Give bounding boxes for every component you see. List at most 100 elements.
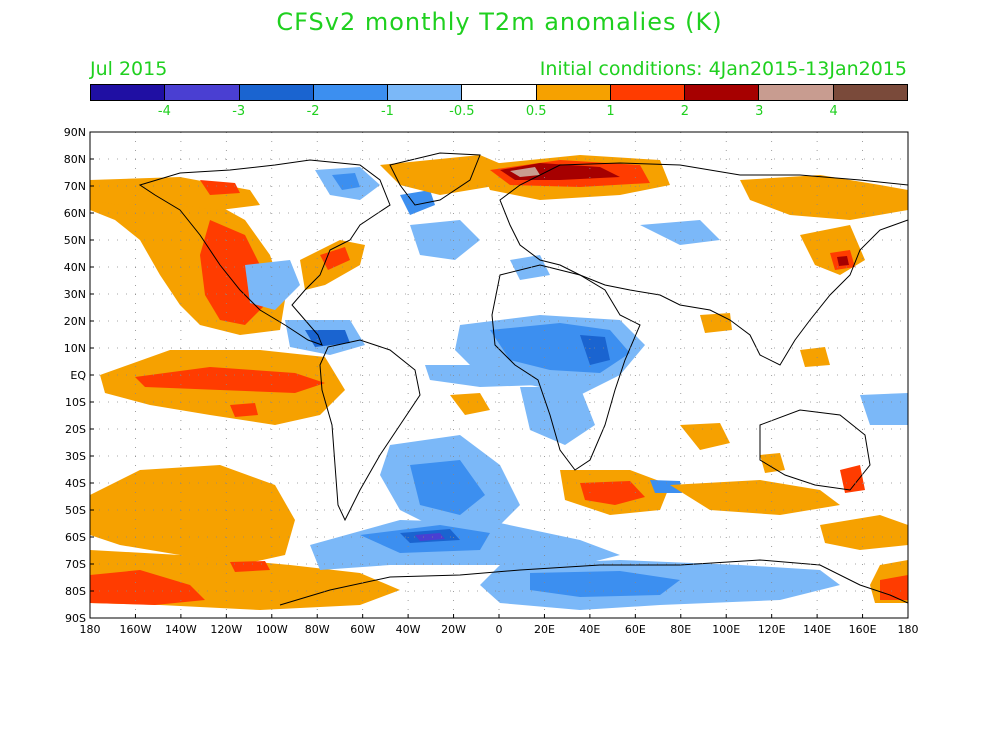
colorbar-swatch xyxy=(536,85,611,100)
cold-anomaly-region xyxy=(410,460,485,515)
forecast-month: Jul 2015 xyxy=(90,58,168,80)
longitude-tick-label: 40E xyxy=(579,623,600,636)
warm-anomaly-region xyxy=(90,465,295,565)
longitude-tick-label: 180 xyxy=(898,623,919,636)
greenland-coast xyxy=(389,152,481,206)
hot-anomaly-region xyxy=(135,367,325,393)
longitude-tick-label: 140W xyxy=(165,623,197,636)
anomaly-map: 90N 80N 70N 60N 50N 40N 30N 20N 10N EQ 10S 20S 30S 40… xyxy=(64,126,919,636)
latitude-tick-label: 40N xyxy=(64,261,86,274)
latitude-tick-label: 20S xyxy=(65,423,86,436)
longitude-tick-label: 0 xyxy=(496,623,503,636)
hot-anomaly-region xyxy=(90,570,205,605)
colorbar-swatch xyxy=(759,85,834,100)
latitude-tick-label: 40S xyxy=(65,477,86,490)
colorbar-swatch xyxy=(610,85,686,100)
longitude-tick-label: 20E xyxy=(534,623,555,636)
australia-coast xyxy=(759,409,871,491)
extreme-anomaly-region xyxy=(510,167,540,177)
longitude-tick-label: 160E xyxy=(849,623,877,636)
colorbar-swatch xyxy=(313,85,389,100)
warm-anomaly-region xyxy=(740,175,908,220)
latitude-tick-label: 30S xyxy=(65,450,86,463)
longitude-tick-label: 60W xyxy=(350,623,375,636)
colorbar-swatch xyxy=(685,85,760,100)
longitude-tick-label: 20W xyxy=(441,623,466,636)
colorbar-swatch xyxy=(165,85,240,100)
latitude-tick-label: 90N xyxy=(64,126,86,139)
longitude-tick-label: 160W xyxy=(120,623,152,636)
latitude-tick-label: 10S xyxy=(65,396,86,409)
colorbar-swatch xyxy=(91,85,166,100)
longitude-tick-label: 140E xyxy=(803,623,831,636)
longitude-tick-label: 100E xyxy=(712,623,740,636)
colorbar-label: 4 xyxy=(829,104,838,119)
hot-anomaly-region xyxy=(840,465,865,493)
colorbar-swatch xyxy=(239,85,314,100)
warm-anomaly-region xyxy=(800,347,830,367)
latitude-tick-label: 70N xyxy=(64,180,86,193)
latitude-tick-label: 50S xyxy=(65,504,86,517)
cold-anomaly-region xyxy=(332,173,360,190)
cold-anomaly-region xyxy=(520,387,595,445)
colorbar-label: 1 xyxy=(606,104,615,119)
colorbar-label: -1 xyxy=(380,104,394,119)
latitude-tick-label: 70S xyxy=(65,558,86,571)
cold-anomaly-region xyxy=(245,260,300,310)
latitude-tick-label: 60S xyxy=(65,531,86,544)
colorbar-label: -0.5 xyxy=(449,104,475,119)
longitude-labels: 180 160W 140W 120W 100W 80W 60W 40W 20W 0 20E 40E 60… xyxy=(80,614,919,636)
warm-anomaly-region xyxy=(760,453,785,473)
coastlines xyxy=(138,152,908,606)
cold-anomaly-region xyxy=(580,335,610,365)
longitude-tick-label: 120E xyxy=(758,623,786,636)
cold-anomaly-region xyxy=(410,220,480,260)
longitude-tick-label: 120W xyxy=(210,623,242,636)
africa-coast xyxy=(491,264,641,471)
longitude-tick-label: 40W xyxy=(396,623,421,636)
warm-anomaly-region xyxy=(450,393,490,415)
warm-anomaly-region xyxy=(820,515,908,550)
graticule xyxy=(90,132,908,618)
longitude-tick-label: 180 xyxy=(80,623,101,636)
colorbar-label: 3 xyxy=(755,104,764,119)
latitude-tick-label: 20N xyxy=(64,315,86,328)
colorbar-label: -3 xyxy=(232,104,246,119)
hot-anomaly-region xyxy=(320,247,350,270)
colorbar-label: -2 xyxy=(306,104,320,119)
colorbar-label: 0.5 xyxy=(525,104,547,119)
longitude-tick-label: 80W xyxy=(305,623,330,636)
hot-anomaly-region xyxy=(580,481,645,505)
latitude-tick-label: 30N xyxy=(64,288,86,301)
colorbar-label: 2 xyxy=(680,104,690,119)
map-title: CFSv2 monthly T2m anomalies (K) xyxy=(276,8,723,36)
hot-anomaly-region xyxy=(230,561,270,572)
longitude-tick-label: 80E xyxy=(670,623,691,636)
colorbar-swatch xyxy=(388,85,463,100)
colorbar xyxy=(90,84,908,101)
hot-anomaly-region xyxy=(200,180,240,195)
antarctica-coast xyxy=(279,559,908,606)
cold-anomaly-region xyxy=(640,220,720,245)
initial-conditions: Initial conditions: 4Jan2015-13Jan2015 xyxy=(539,58,907,80)
longitude-tick-label: 100W xyxy=(256,623,288,636)
south-america-coast xyxy=(319,339,421,522)
latitude-tick-label: 90S xyxy=(65,612,86,625)
longitude-tick-label: 60E xyxy=(625,623,646,636)
latitude-tick-label: 80S xyxy=(65,585,86,598)
latitude-tick-label: EQ xyxy=(70,369,86,382)
latitude-tick-label: 60N xyxy=(64,207,86,220)
latitude-tick-label: 10N xyxy=(64,342,86,355)
north-america-coast xyxy=(138,159,391,346)
hot-anomaly-region xyxy=(230,403,258,417)
latitude-tick-label: 50N xyxy=(64,234,86,247)
cold-anomaly-region xyxy=(530,571,680,597)
latitude-tick-label: 80N xyxy=(64,153,86,166)
colorbar-labels: -4 -3 -2 -1 -0.5 0.5 1 2 3 4 xyxy=(90,104,908,120)
colorbar-swatch xyxy=(462,85,537,100)
warm-anomaly-region xyxy=(680,423,730,450)
colorbar-swatch xyxy=(833,85,907,100)
cold-anomaly-region xyxy=(415,533,445,541)
cold-anomaly-region xyxy=(860,393,908,425)
extreme-anomaly-region xyxy=(837,256,849,266)
